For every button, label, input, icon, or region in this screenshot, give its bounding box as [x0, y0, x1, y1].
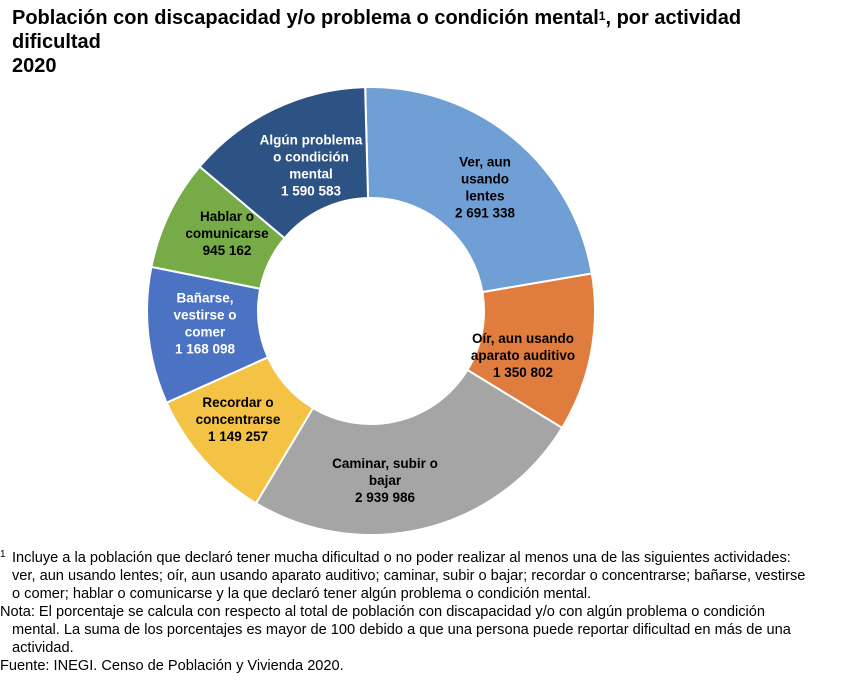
slice-label-6: Hablar o comunicarse 945 162	[185, 209, 269, 258]
slice-label-line: lentes	[465, 189, 504, 204]
slice-value: 1 149 257	[208, 429, 268, 444]
title-main: Población con discapacidad y/o problema …	[12, 7, 599, 29]
slice-label-line: Recordar o	[202, 395, 273, 410]
slice-label-line: usando	[461, 172, 509, 187]
title-tail: , por actividad	[605, 7, 742, 29]
chart-notes: 1 Incluye a la población que declaró ten…	[0, 549, 850, 675]
slice-label-line: Algún problema	[260, 133, 363, 148]
title-footnote-mark: 1	[598, 9, 606, 23]
title-year: 2020	[12, 55, 57, 77]
note-line-3: actividad.	[12, 640, 74, 656]
footnote-line-1: Incluye a la población que declaró tener…	[12, 550, 791, 566]
slice-label-7: Algún problema o condición mental 1 590 583	[260, 133, 363, 199]
slice-label-4: Recordar o concentrarse 1 149 257	[196, 395, 281, 444]
slice-label-line: Ver, aun	[459, 155, 511, 170]
slice-value: 945 162	[203, 243, 252, 258]
slice-value: 1 350 802	[493, 365, 553, 380]
footnote-line-3: o comer; hablar o comunicarse y la que d…	[12, 586, 592, 602]
slice-label-line: o condición	[273, 150, 349, 165]
slice-label-line: vestirse o	[173, 308, 236, 323]
donut-slice-7	[198, 86, 370, 240]
slice-label-line: comunicarse	[185, 226, 269, 241]
slice-label-line: Caminar, subir o	[332, 456, 438, 471]
slice-label-line: Bañarse,	[176, 291, 233, 306]
title-line-1: Población con discapacidad y/o problema …	[12, 6, 850, 30]
donut-slice-1	[364, 86, 593, 294]
slice-value: 2 939 986	[355, 490, 416, 505]
note-line-2: mental. La suma de los porcentajes es ma…	[12, 622, 791, 638]
footnote-line-2: ver, aun usando lentes; oír, aun usando …	[12, 568, 806, 584]
slice-value: 2 691 338	[455, 206, 516, 221]
slice-label-2: Oír, aun usando aparato auditivo 1 350 802	[471, 331, 575, 380]
slice-value: 1 590 583	[281, 184, 342, 199]
note: Nota: El porcentaje se calcula con respe…	[0, 603, 850, 657]
footnote-mark: 1	[0, 549, 6, 560]
slice-label-line: aparato auditivo	[471, 348, 575, 363]
slice-label-line: concentrarse	[196, 412, 281, 427]
slice-label-5: Bañarse, vestirse o comer 1 168 098	[173, 291, 236, 357]
slice-label-1: Ver, aun usando lentes 2 691 338	[455, 155, 516, 221]
slice-value: 1 168 098	[175, 342, 236, 357]
slice-label-line: mental	[289, 167, 333, 182]
slice-label-3: Caminar, subir o bajar 2 939 986	[332, 456, 438, 505]
note-line-1: Nota: El porcentaje se calcula con respe…	[0, 604, 766, 620]
donut-chart: Ver, aun usando lentes 2 691 338 Oír, aun us…	[146, 86, 596, 536]
footnote: 1 Incluye a la población que declaró ten…	[0, 549, 850, 603]
slice-label-line: Hablar o	[200, 209, 254, 224]
source-line: Fuente: INEGI. Censo de Población y Vivi…	[0, 658, 344, 674]
slice-label-line: comer	[185, 325, 226, 340]
title-line-2: dificultad	[12, 31, 101, 53]
slice-label-line: bajar	[369, 473, 402, 488]
chart-title: Población con discapacidad y/o problema …	[12, 6, 850, 78]
donut-slice-3	[254, 368, 564, 536]
slice-label-line: Oír, aun usando	[472, 331, 574, 346]
